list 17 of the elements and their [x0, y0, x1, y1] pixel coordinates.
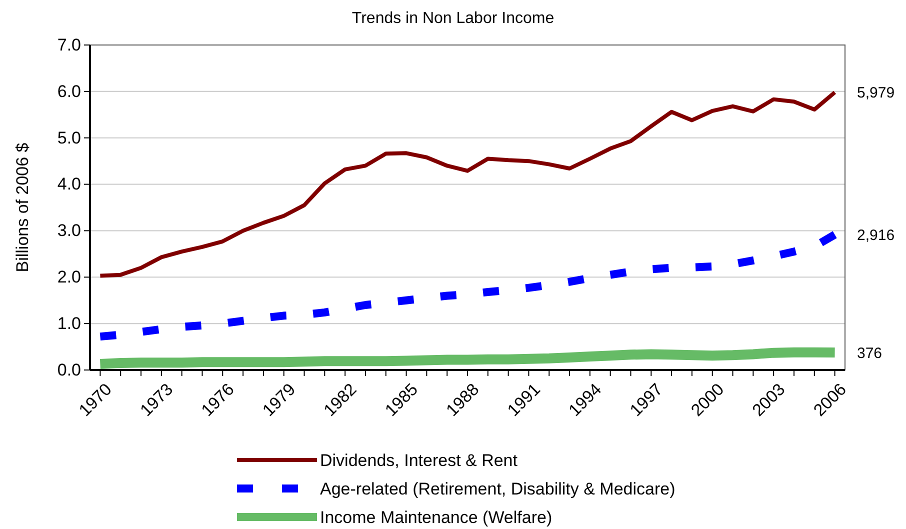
- y-tick-label: 6.0: [57, 82, 81, 101]
- y-tick-label: 4.0: [57, 174, 81, 194]
- line-series: [98, 90, 837, 278]
- y-tick-label: 7.0: [57, 35, 81, 54]
- y-tick-label: 3.0: [57, 221, 81, 240]
- y-tick-label: 1.0: [57, 314, 81, 334]
- y-axis-title: Billions of 2006 $: [13, 142, 32, 272]
- y-tick-label: 5.0: [57, 128, 81, 148]
- chart-title: Trends in Non Labor Income: [352, 10, 554, 27]
- legend-label: Income Maintenance (Welfare): [320, 508, 552, 527]
- y-tick-label: 0.0: [57, 360, 81, 380]
- legend-label: Age-related (Retirement, Disability & Medicare): [320, 479, 676, 498]
- annotation: 5,979: [857, 84, 895, 102]
- legend-label: Dividends, Interest & Rent: [320, 450, 518, 470]
- annotation: 2,916: [857, 226, 895, 244]
- annotation: 376: [857, 344, 882, 362]
- y-tick-label: 2.0: [57, 268, 81, 287]
